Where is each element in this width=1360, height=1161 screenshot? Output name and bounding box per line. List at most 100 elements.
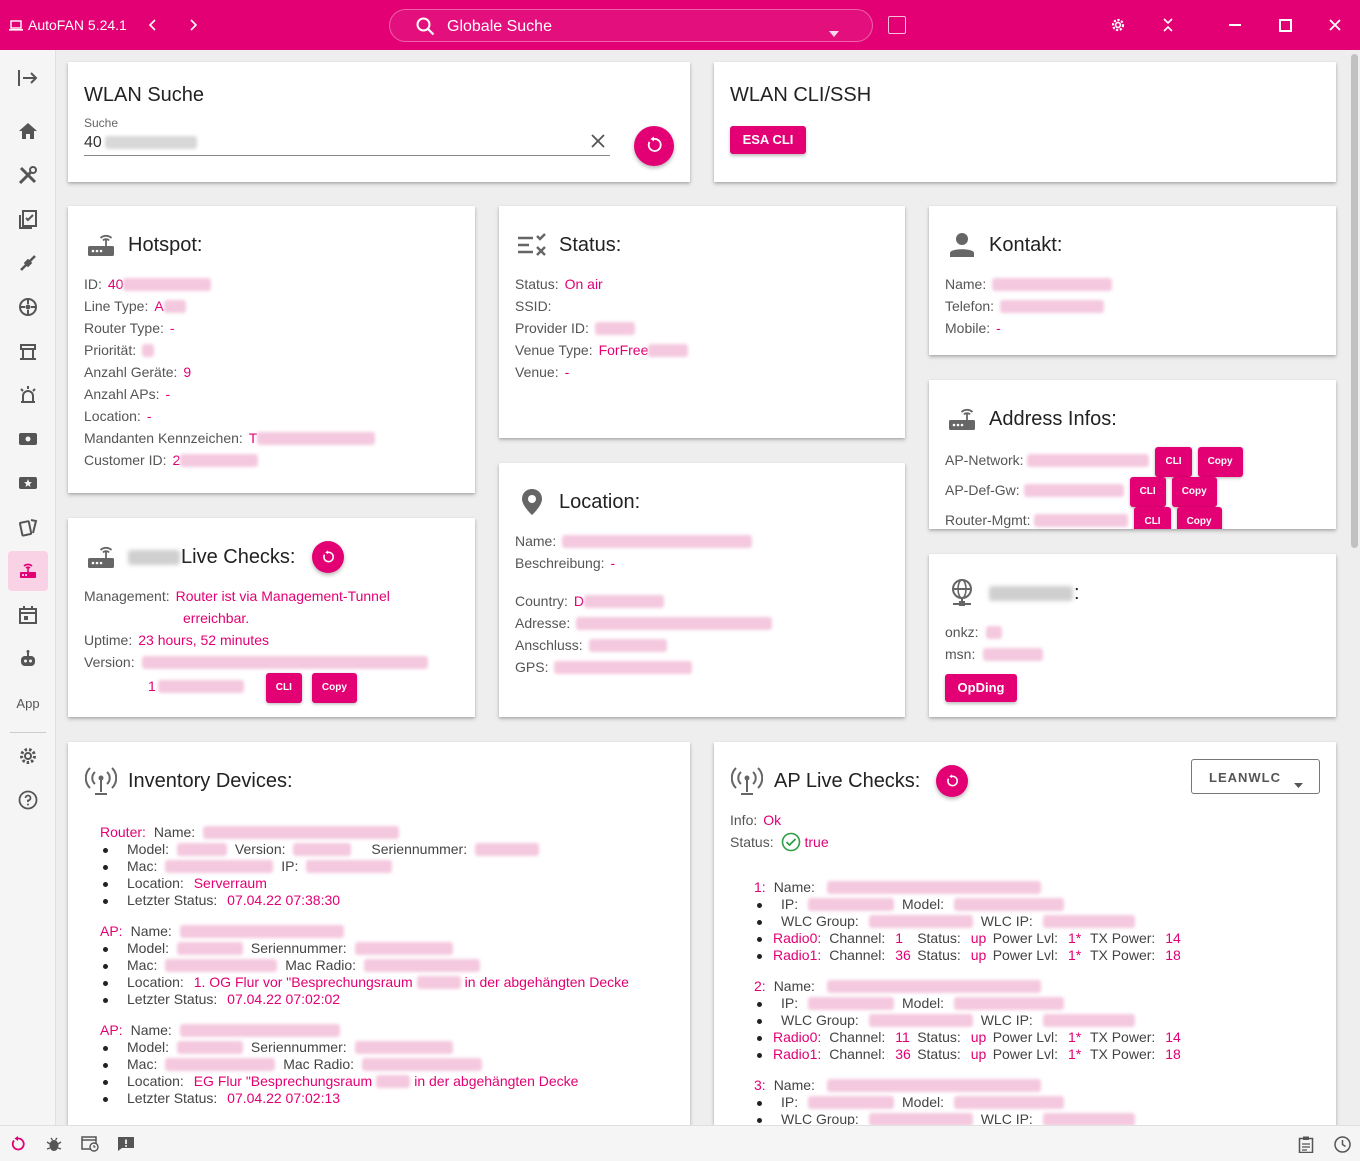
redacted-value [180,454,259,467]
ap-field: 18 [1165,1046,1181,1062]
construction-icon[interactable] [8,331,48,371]
info-row: Router Type: - [84,317,375,339]
settings-icon[interactable] [1103,0,1133,50]
ap-field-row: Radio1: Channel: 36 Status: up Power Lvl: 1… [754,1046,1324,1063]
alarm-light-icon[interactable] [8,375,48,415]
esa-cli-button[interactable]: ESA CLI [730,126,806,154]
minimize-icon[interactable] [1220,0,1250,50]
cli-button[interactable]: CLI [1129,477,1166,507]
ap-field: Name: [773,978,815,994]
reload-icon[interactable] [8,1134,28,1154]
redacted-value [808,898,895,911]
expand-sidebar-icon[interactable] [8,58,48,98]
redacted-value [554,661,693,674]
cable-icon[interactable] [8,243,48,283]
location-rows: Name: Beschreibung: - Country: D Adresse: Ansc… [515,530,773,678]
status-header: Status: [515,228,621,262]
star-ticket-icon[interactable] [8,463,48,503]
close-icon[interactable] [1320,0,1350,50]
status-rows: Status: On air SSID: Provider ID: Venue Type… [515,273,689,383]
sidebar-item-app[interactable]: App [16,695,40,711]
clear-icon[interactable] [590,133,606,152]
antenna-icon [84,764,118,798]
info-row: Customer ID: 2 [84,449,375,471]
network-hub-icon[interactable] [8,287,48,327]
copy-button[interactable]: Copy [1171,477,1217,507]
ap-field: Power Lvl: [992,947,1059,963]
feedback-icon[interactable] [116,1134,136,1154]
opding-button[interactable]: OpDing [945,674,1017,702]
card-title: WLAN Suche [84,84,205,106]
ap-field: Radio1: [773,1046,822,1062]
live-refresh-button[interactable] [311,541,344,573]
clock-icon[interactable] [1332,1134,1352,1154]
ap-live-summary: Info: Ok Status: true [730,809,829,858]
calendar-icon[interactable] [8,595,48,635]
redacted-value [868,915,973,928]
back-icon[interactable] [138,0,168,50]
ap-field: Radio0: [773,930,822,946]
address-header: Address Infos: [945,402,1117,436]
line-card: : onkz: msn: OpDing [929,554,1336,717]
robot-icon[interactable] [8,639,48,679]
address-row-router-mgmt: Router-Mgmt: CLI Copy [945,507,1243,529]
ap-field: WLC Group: [781,913,859,929]
cards-icon[interactable] [8,507,48,547]
copy-button[interactable]: Copy [311,673,357,703]
chevron-down-icon[interactable] [829,24,839,40]
row-value: A [154,298,164,314]
help-icon[interactable] [8,780,48,820]
ap-field: up [970,947,987,963]
info-row: Telefon: [945,295,1112,317]
ap-field: TX Power: [1089,930,1156,946]
info-row: Mobile: - [945,317,1112,339]
collapse-icon[interactable] [1153,0,1183,50]
copy-button[interactable]: Copy [1197,447,1243,477]
refresh-button[interactable] [634,126,674,166]
cli-button[interactable]: CLI [1134,507,1171,529]
ap-field-row: WLC Group: WLC IP: [754,1012,1324,1029]
ap-live-refresh-button[interactable] [936,765,969,797]
ap-field: WLC Group: [781,1111,859,1125]
ap-live-list: 1: Name: IP: Model: WLC Group: WLC IP: Ra… [754,879,1324,1125]
scrollbar[interactable] [1349,50,1360,1125]
history-window-icon[interactable] [80,1134,100,1154]
checkbox[interactable] [888,16,906,34]
bug-icon[interactable] [44,1134,64,1154]
scrollbar-thumb[interactable] [1351,54,1358,548]
gear-icon[interactable] [8,736,48,776]
router-icon[interactable] [8,551,48,591]
contact-header: Kontakt: [945,228,1062,262]
redacted-value [123,278,212,291]
copy-button[interactable]: Copy [1176,507,1222,529]
cli-button[interactable]: CLI [1155,447,1192,477]
info-row: Adresse: [515,612,773,634]
tools-icon[interactable] [8,155,48,195]
redacted-value [868,1113,973,1125]
row-value: 9 [183,364,192,380]
row-label: Mobile: [945,320,991,336]
ap-field: WLC IP: [980,1012,1033,1028]
status-list-icon [515,228,549,262]
home-icon[interactable] [8,111,48,151]
ap-field: Radio1: [773,947,822,963]
row-label: Name: [515,533,557,549]
ap-field: IP: [781,1094,799,1110]
redacted-value [594,322,635,335]
maximize-icon[interactable] [1270,0,1300,50]
ap-field-row: IP: Model: [754,1094,1324,1111]
wlan-search-input[interactable]: 40 [84,130,610,156]
wlc-dropdown[interactable]: LEANWLC [1191,759,1320,794]
forward-icon[interactable] [178,0,208,50]
cli-button[interactable]: CLI [265,673,302,703]
inventory-devices-card: Inventory Devices: Router: Name: Model: V… [68,742,690,1125]
ap-field: Status: [917,930,961,946]
clipboard-icon[interactable] [1296,1134,1316,1154]
row-label: Customer ID: [84,452,167,468]
global-search-input[interactable]: Globale Suche [389,9,873,42]
checklist-icon[interactable] [8,199,48,239]
info-row: Provider ID: [515,317,688,339]
redacted-value [576,617,773,630]
redacted-value [826,1079,1041,1092]
ticket-icon[interactable] [8,419,48,459]
